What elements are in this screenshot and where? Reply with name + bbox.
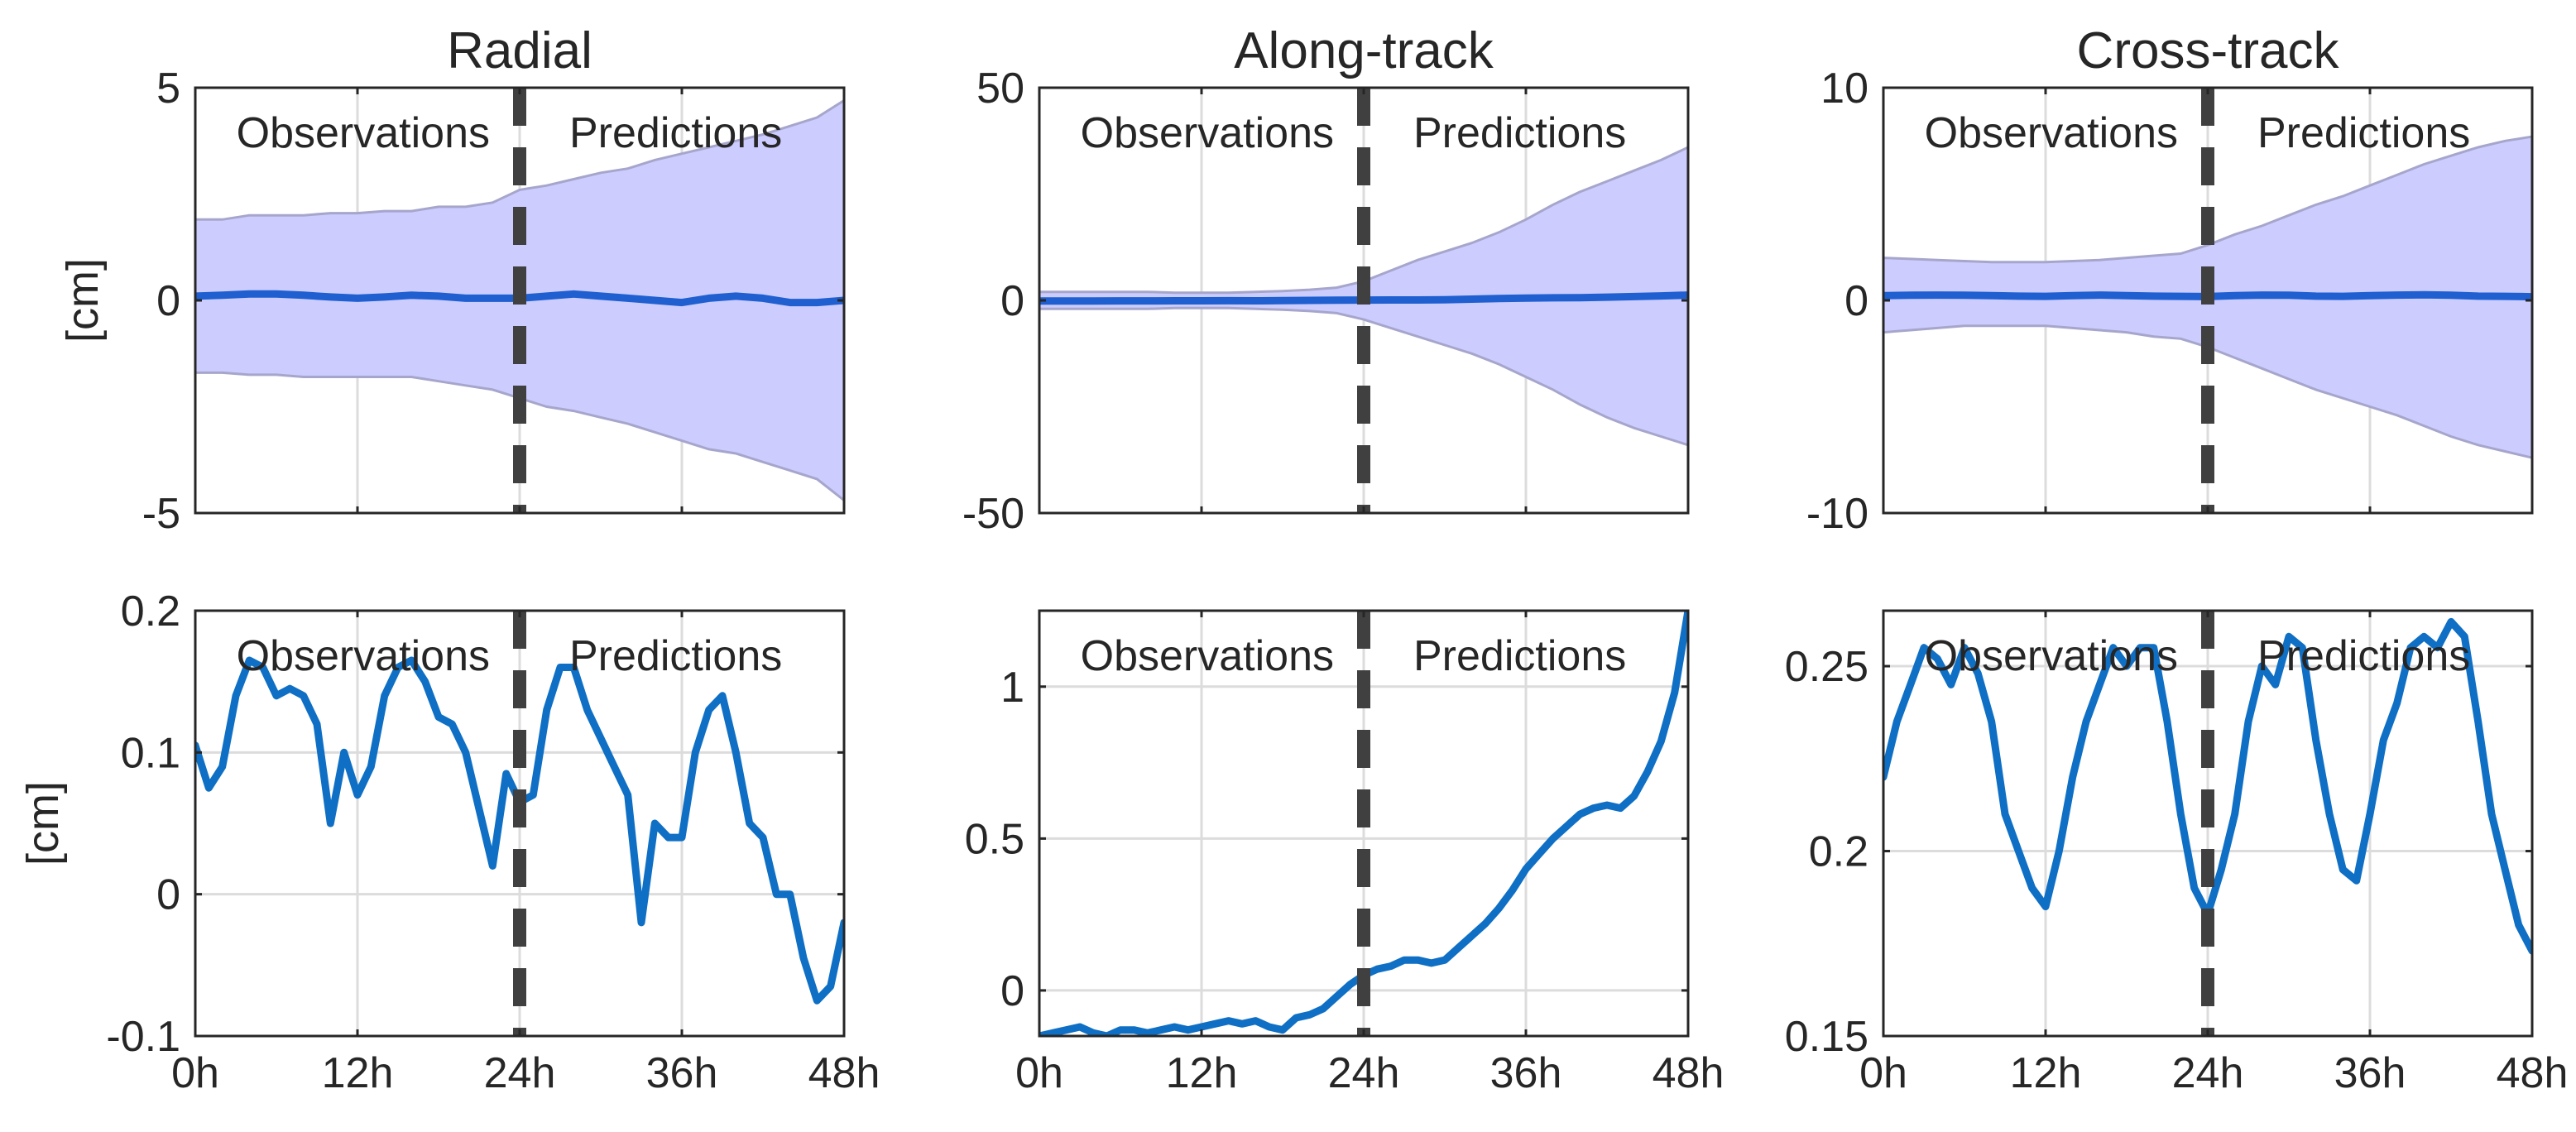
observations-label: Observations [1081, 109, 1334, 157]
x-tick-label: 24h [484, 1049, 556, 1097]
x-tick-label: 12h [322, 1049, 394, 1097]
band-upper-edge [195, 99, 844, 221]
x-tick-label: 24h [2172, 1049, 2244, 1097]
y-axis-label: [cm] [18, 781, 68, 866]
band-upper-edge [1883, 135, 2532, 264]
y-tick-label: 0 [1000, 277, 1024, 325]
y-tick-label: -5 [142, 490, 180, 538]
y-tick-label: 0.1 [121, 729, 180, 777]
x-tick-label: 48h [1653, 1049, 1725, 1097]
chart-title: Along-track [1234, 22, 1494, 79]
y-tick-label: -50 [962, 490, 1024, 538]
y-tick-label: -10 [1806, 490, 1868, 538]
observations-label: Observations [237, 632, 490, 680]
x-tick-label: 36h [2334, 1049, 2406, 1097]
predictions-label: Predictions [2257, 109, 2470, 157]
y-tick-label: 50 [976, 65, 1024, 113]
predictions-label: Predictions [1413, 632, 1626, 680]
y-tick-label: 10 [1820, 65, 1868, 113]
y-tick-label: -0.1 [106, 1013, 180, 1061]
chart-title: Radial [447, 22, 592, 79]
observations-label: Observations [1925, 632, 2178, 680]
y-tick-label: 0 [156, 277, 180, 325]
observations-label: Observations [237, 109, 490, 157]
y-tick-label: 0 [1844, 277, 1868, 325]
x-tick-label: 0h [1859, 1049, 1907, 1097]
panel-top-cross-track: -10 0 10 Cross-track Observations Predictions [1806, 22, 2534, 538]
x-tick-label: 36h [646, 1049, 718, 1097]
panel-bottom-radial: -0.1 0 0.1 0.2 0h 12h 24h 36h 48h [cm] Observation… [18, 588, 880, 1097]
chart-title: Cross-track [2077, 22, 2340, 79]
x-tick-label: 12h [1166, 1049, 1238, 1097]
panel-bottom-cross-track: 0.15 0.2 0.25 0h 12h 24h 36h 48h Observations Pre… [1785, 609, 2569, 1097]
x-tick-label: 48h [808, 1049, 880, 1097]
y-tick-label: 0.2 [1809, 828, 1868, 876]
y-tick-label: 0.2 [121, 588, 180, 636]
observations-label: Observations [1925, 109, 2178, 157]
y-tick-label: 0.5 [965, 815, 1024, 863]
x-tick-label: 0h [1015, 1049, 1063, 1097]
predictions-label: Predictions [1413, 109, 1626, 157]
x-tick-label: 12h [2010, 1049, 2082, 1097]
y-tick-label: 0 [1000, 967, 1024, 1015]
observations-label: Observations [1081, 632, 1334, 680]
y-tick-label: 5 [156, 65, 180, 113]
y-tick-label: 0.15 [1785, 1013, 1868, 1061]
x-tick-label: 36h [1490, 1049, 1562, 1097]
panel-top-along-track: -50 0 50 Along-track Observations Predictions [962, 22, 1690, 538]
x-tick-label: 48h [2497, 1049, 2569, 1097]
y-tick-label: 0 [156, 871, 180, 919]
x-tick-label: 24h [1328, 1049, 1400, 1097]
x-tick-label: 0h [171, 1049, 219, 1097]
band-lower-edge [1039, 306, 1688, 447]
y-axis-label: [cm] [58, 258, 108, 343]
predictions-label: Predictions [569, 109, 782, 157]
y-tick-label: 1 [1000, 664, 1024, 712]
panel-top-radial: -5 0 5 Radial [cm] Observations Predictions [58, 22, 846, 538]
y-tick-label: 0.25 [1785, 643, 1868, 691]
panel-bottom-along-track: 0 0.5 1 0h 12h 24h 36h 48h Observations Predictio… [965, 609, 1725, 1097]
predictions-label: Predictions [569, 632, 782, 680]
predictions-label: Predictions [2257, 632, 2470, 680]
